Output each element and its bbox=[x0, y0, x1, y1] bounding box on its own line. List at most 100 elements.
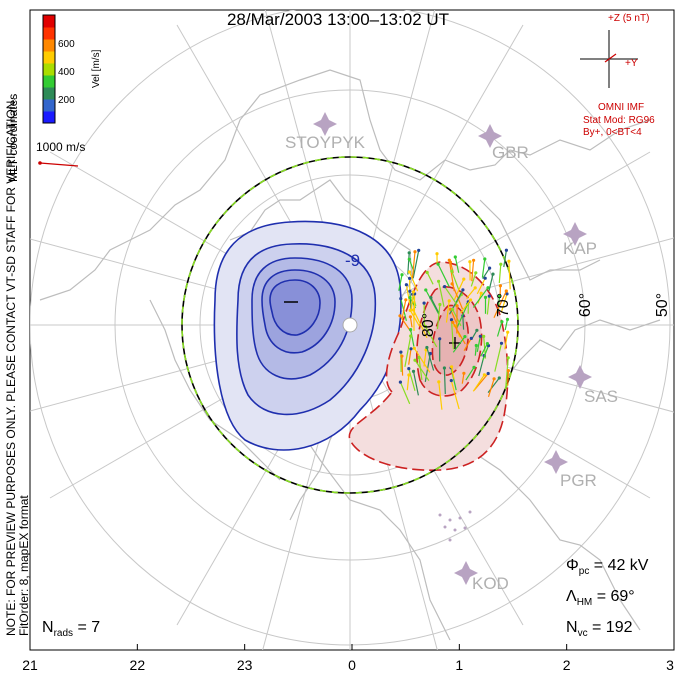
velocity-vector bbox=[410, 291, 414, 312]
velocity-vector bbox=[472, 287, 489, 308]
velocity-vector bbox=[481, 258, 486, 278]
velocity-vector bbox=[463, 338, 472, 352]
velocity-vector-origin bbox=[499, 262, 503, 266]
imf-condition: By+, 0<BT<4 bbox=[583, 127, 642, 138]
velocity-vector bbox=[408, 271, 419, 292]
velocity-vector bbox=[493, 290, 507, 318]
imf-model: Stat Mod: RG96 bbox=[583, 115, 655, 126]
velocity-vector bbox=[474, 345, 477, 356]
velocity-vector bbox=[505, 357, 509, 389]
velocity-vector bbox=[503, 250, 507, 268]
velocity-vector bbox=[465, 367, 475, 381]
velocity-vector-origin bbox=[407, 251, 411, 255]
velocity-vector-origin bbox=[429, 296, 433, 300]
imf-source: OMNI IMF bbox=[598, 102, 644, 113]
lat-label-60: 60° bbox=[577, 293, 594, 317]
velocity-vector bbox=[471, 260, 475, 282]
velocity-vector bbox=[460, 299, 472, 314]
velocity-vector bbox=[437, 263, 450, 287]
velocity-vector-origin bbox=[398, 380, 402, 384]
velocity-vector-origin bbox=[475, 328, 479, 332]
colorbar-swatch bbox=[43, 15, 55, 28]
velocity-vector bbox=[425, 289, 440, 315]
velocity-vector bbox=[404, 335, 412, 368]
stat-hm-latitude: ΛHM = 69° bbox=[566, 588, 635, 608]
negative-potential-cell bbox=[213, 220, 402, 451]
velocity-vector bbox=[508, 261, 511, 290]
velocity-vector-origin bbox=[450, 282, 454, 286]
velocity-vector-origin bbox=[409, 347, 413, 351]
velocity-vector bbox=[482, 345, 490, 361]
velocity-vector bbox=[406, 374, 410, 391]
velocity-vector-origin bbox=[443, 285, 447, 289]
colorbar-swatch bbox=[43, 99, 55, 112]
velocity-vector bbox=[462, 315, 465, 330]
station-label-stokkseyri: STOYPYK bbox=[285, 133, 366, 152]
velocity-vector bbox=[472, 374, 485, 392]
colorbar-swatch bbox=[43, 87, 55, 100]
velocity-vector-origin bbox=[408, 276, 412, 280]
velocity-vector bbox=[466, 287, 476, 299]
velocity-vector-origin bbox=[399, 297, 403, 301]
velocity-vector-origin bbox=[479, 291, 483, 295]
velocity-vector-origin bbox=[497, 294, 502, 299]
velocity-vector-origin bbox=[449, 379, 453, 383]
velocity-vector-origin bbox=[488, 266, 492, 270]
velocity-vector bbox=[412, 309, 428, 339]
velocity-vector-origin bbox=[425, 345, 429, 350]
imf-dial: +Z (5 nT) +Y OMNI IMF Stat Mod: RG96 By+… bbox=[580, 13, 655, 138]
imf-z-label: +Z (5 nT) bbox=[608, 13, 649, 24]
station-label-kap: KAP bbox=[563, 239, 597, 258]
velocity-vector-origin bbox=[468, 260, 472, 264]
velocity-vector bbox=[451, 366, 455, 380]
velocity-vector-origin bbox=[492, 377, 496, 381]
velocity-vector bbox=[413, 347, 431, 373]
velocity-vector bbox=[451, 283, 464, 310]
velocity-vector-origin bbox=[498, 284, 502, 288]
velocity-vector-origin bbox=[474, 343, 478, 348]
mlt-axis: 21 22 23 0 1 2 3 bbox=[22, 644, 675, 673]
velocity-vector-origin bbox=[450, 365, 454, 369]
velocity-vector-origin bbox=[407, 373, 411, 377]
velocity-vector-origin bbox=[404, 283, 408, 287]
velocity-vector bbox=[398, 274, 403, 291]
velocity-vector bbox=[500, 293, 508, 313]
velocity-vector-origin bbox=[499, 341, 504, 345]
velocity-vector-origin bbox=[482, 373, 486, 377]
velocity-vector-origin bbox=[437, 380, 441, 384]
stat-radar-count: Nrads = 7 bbox=[42, 619, 100, 639]
colorbar-tick-400: 400 bbox=[58, 67, 75, 78]
velocity-vector-origin bbox=[473, 286, 477, 290]
hm-boundary-vectors bbox=[181, 156, 519, 494]
colorbar-label: Vel [m/s] bbox=[91, 49, 102, 88]
velocity-vector bbox=[410, 329, 415, 347]
velocity-vector bbox=[450, 380, 460, 410]
velocity-vector-origin bbox=[423, 324, 427, 328]
velocity-vector bbox=[426, 272, 434, 285]
velocity-vector-origin bbox=[506, 369, 510, 373]
velocity-vector bbox=[405, 284, 411, 306]
velocity-vector bbox=[486, 296, 490, 315]
velocity-vector bbox=[438, 281, 445, 307]
velocity-vector bbox=[461, 373, 465, 384]
station-dots bbox=[438, 510, 472, 542]
pole-marker bbox=[342, 317, 358, 333]
lat-label-80: 80° bbox=[420, 313, 437, 337]
velocity-vector bbox=[456, 303, 469, 329]
velocity-vector-origin bbox=[404, 298, 408, 302]
velocity-vector-origin bbox=[491, 272, 495, 276]
velocity-vector bbox=[438, 381, 443, 410]
colorbar-swatch bbox=[43, 51, 55, 64]
colorbar-swatch bbox=[43, 39, 55, 52]
velocity-vector bbox=[482, 267, 491, 280]
velocity-vector-origin bbox=[407, 367, 411, 371]
velocity-vector-origin bbox=[462, 277, 466, 281]
mlt-tick-label: 1 bbox=[455, 657, 463, 673]
velocity-vector-origin bbox=[469, 336, 473, 340]
velocity-vector bbox=[414, 359, 430, 382]
velocity-vector-origin bbox=[474, 271, 478, 275]
mlt-tick-label: 0 bbox=[348, 657, 356, 673]
coordinate-label: MLT coordinates bbox=[6, 94, 20, 182]
colorbar-swatch bbox=[43, 111, 55, 124]
